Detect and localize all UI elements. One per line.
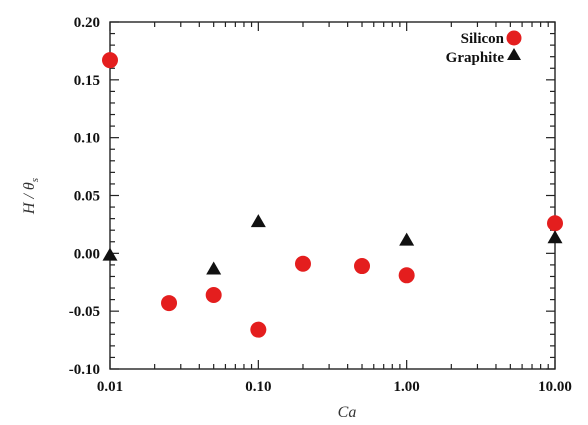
legend-label-silicon: Silicon (461, 31, 505, 47)
legend-label-graphite: Graphite (446, 50, 505, 66)
y-tick-label: 0.10 (74, 131, 100, 147)
x-tick-labels: 0.01 0.10 1.00 10.00 (97, 379, 572, 395)
y-tick-label: 0.15 (74, 73, 100, 89)
x-axis-title: Ca (338, 404, 357, 421)
y-tick-label: -0.05 (69, 304, 100, 320)
x-tick-label: 10.00 (538, 379, 572, 395)
y-tick-label: -0.10 (69, 362, 100, 378)
x-tick-label: 0.10 (245, 379, 271, 395)
point-graphite (206, 261, 222, 275)
point-silicon (547, 215, 563, 232)
legend-marker-silicon (506, 30, 522, 46)
legend: Silicon Graphite (446, 30, 522, 66)
y-tick-labels: -0.10 -0.05 0.00 0.05 0.10 0.15 0.20 (69, 15, 100, 378)
y-tick-label: 0.05 (74, 189, 100, 205)
y-axis-title: H / θs (21, 178, 41, 215)
point-silicon (354, 258, 371, 275)
y-axis-title-main: H / θ (21, 182, 38, 215)
x-tick-label: 1.00 (394, 379, 420, 395)
y-tick-label: 0.00 (74, 246, 100, 262)
point-graphite (399, 232, 415, 246)
plot-frame (109, 21, 556, 370)
point-silicon (161, 295, 178, 312)
points-layer (102, 52, 563, 338)
point-silicon (294, 255, 311, 272)
point-silicon (102, 52, 118, 69)
point-graphite (547, 230, 563, 244)
point-silicon (205, 286, 222, 303)
point-graphite (102, 247, 118, 261)
y-axis-title-sub: s (29, 178, 41, 182)
y-tick-label: 0.20 (74, 15, 100, 31)
ticks-layer (109, 21, 556, 370)
x-tick-label: 0.01 (97, 379, 123, 395)
point-silicon (250, 321, 267, 338)
point-graphite (250, 214, 266, 228)
legend-marker-graphite (507, 48, 521, 60)
point-silicon (398, 267, 415, 284)
